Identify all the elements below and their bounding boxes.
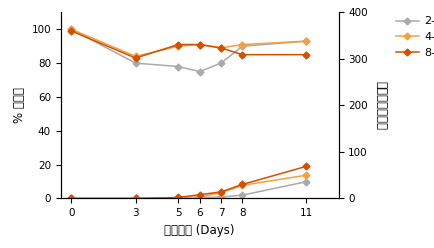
Line: 8-fold: 8-fold xyxy=(69,29,309,61)
4-fold xyxy=(218,46,224,49)
2-fold xyxy=(197,70,202,73)
8-fold xyxy=(304,53,309,56)
4-fold xyxy=(240,43,245,46)
8-fold xyxy=(133,57,138,60)
Legend: 2-fold, 4-fold, 8-fold: 2-fold, 4-fold, 8-fold xyxy=(394,14,434,60)
2-fold xyxy=(240,45,245,48)
4-fold xyxy=(304,40,309,43)
4-fold xyxy=(176,45,181,48)
8-fold xyxy=(240,53,245,56)
Y-axis label: 増殖倍数（倍）: 増殖倍数（倍） xyxy=(374,81,387,130)
8-fold xyxy=(69,30,74,32)
4-fold xyxy=(133,55,138,58)
4-fold xyxy=(197,43,202,46)
Line: 4-fold: 4-fold xyxy=(69,27,309,59)
2-fold xyxy=(176,65,181,68)
Y-axis label: % 生存率: % 生存率 xyxy=(13,88,26,123)
X-axis label: 培養時間 (Days): 培養時間 (Days) xyxy=(164,224,235,237)
2-fold xyxy=(218,62,224,65)
2-fold xyxy=(69,28,74,31)
Line: 2-fold: 2-fold xyxy=(69,27,309,74)
2-fold xyxy=(133,62,138,65)
4-fold xyxy=(69,28,74,31)
2-fold xyxy=(304,40,309,43)
8-fold xyxy=(197,43,202,46)
8-fold xyxy=(176,43,181,46)
8-fold xyxy=(218,46,224,49)
